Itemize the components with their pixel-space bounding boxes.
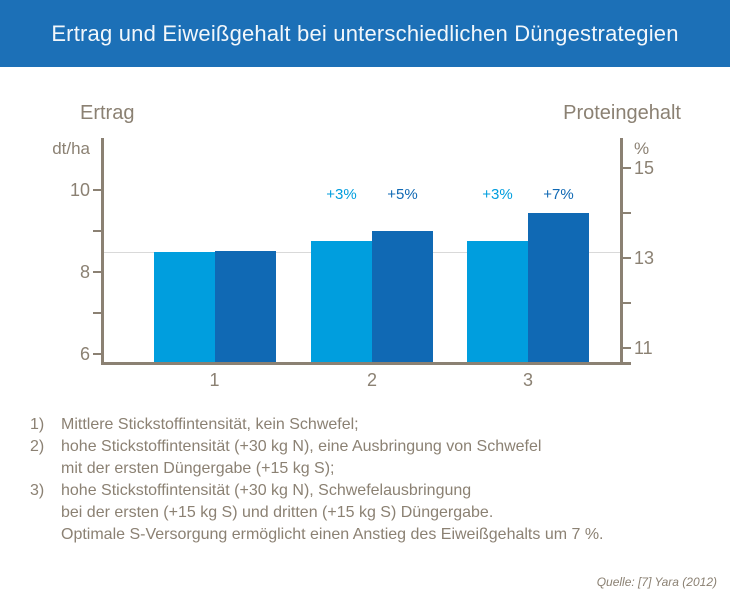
- page-title: Ertrag und Eiweißgehalt bei unterschiedl…: [51, 20, 679, 46]
- left-axis-tick: [93, 189, 101, 192]
- left-axis-tick: [93, 353, 101, 356]
- annotation-label: +3%: [326, 186, 357, 203]
- left-axis-line: [101, 138, 104, 365]
- footnote-3: 3) hohe Stickstoffintensität (+30 kg N),…: [30, 480, 720, 546]
- bar-ertrag-3: [467, 241, 528, 362]
- right-tick-label: 15: [634, 158, 655, 178]
- right-axis-title: Proteingehalt: [563, 102, 681, 124]
- right-tick-label: 13: [634, 248, 655, 268]
- footnote-text: hohe Stickstoffintensität (+30 kg N), ei…: [61, 438, 542, 477]
- right-axis-line: [620, 138, 623, 365]
- source-caption: Quelle: [7] Yara (2012): [596, 575, 717, 589]
- footnote-text: Mittlere Stickstoffintensität, kein Schw…: [61, 416, 359, 433]
- left-axis-unit: dt/ha: [52, 139, 90, 158]
- right-axis-tick: [622, 212, 631, 215]
- footnote-text: hohe Stickstoffintensität (+30 kg N), Sc…: [61, 482, 604, 543]
- right-axis-tick: [622, 167, 631, 170]
- footnote-1: 1) Mittlere Stickstoffintensität, kein S…: [30, 414, 720, 436]
- footnotes: 1) Mittlere Stickstoffintensität, kein S…: [30, 414, 720, 546]
- bar-proteingehalt-2: [372, 231, 433, 362]
- footnote-2: 2) hohe Stickstoffintensität (+30 kg N),…: [30, 436, 720, 480]
- bar-ertrag-2: [311, 241, 372, 362]
- right-tick-label: 11: [634, 338, 653, 358]
- bar-proteingehalt-3: [528, 213, 589, 362]
- left-axis-tick: [93, 271, 101, 274]
- left-tick-label: 6: [79, 344, 90, 364]
- x-axis-line: [101, 362, 631, 365]
- left-axis-title: Ertrag: [80, 102, 135, 124]
- right-axis-tick: [622, 257, 631, 260]
- title-bar: Ertrag und Eiweißgehalt bei unterschiedl…: [0, 0, 730, 67]
- footnote-number: 1): [30, 416, 45, 433]
- category-label: 1: [209, 370, 220, 390]
- right-axis-tick: [622, 302, 631, 305]
- annotation-label: +7%: [543, 186, 574, 203]
- bar-proteingehalt-1: [214, 251, 276, 362]
- category-label: 3: [522, 370, 533, 390]
- left-tick-label: 10: [69, 180, 90, 200]
- left-axis-tick: [93, 312, 101, 315]
- footnote-number: 2): [30, 438, 45, 455]
- left-axis-tick: [93, 230, 101, 233]
- category-label: 2: [366, 370, 377, 390]
- right-axis-unit: %: [634, 139, 650, 158]
- footnote-number: 3): [30, 482, 45, 499]
- right-axis-tick: [622, 347, 631, 350]
- bar-ertrag-1: [153, 251, 215, 362]
- left-tick-label: 8: [79, 262, 90, 282]
- annotation-label: +5%: [387, 186, 418, 203]
- annotation-label: +3%: [482, 186, 513, 203]
